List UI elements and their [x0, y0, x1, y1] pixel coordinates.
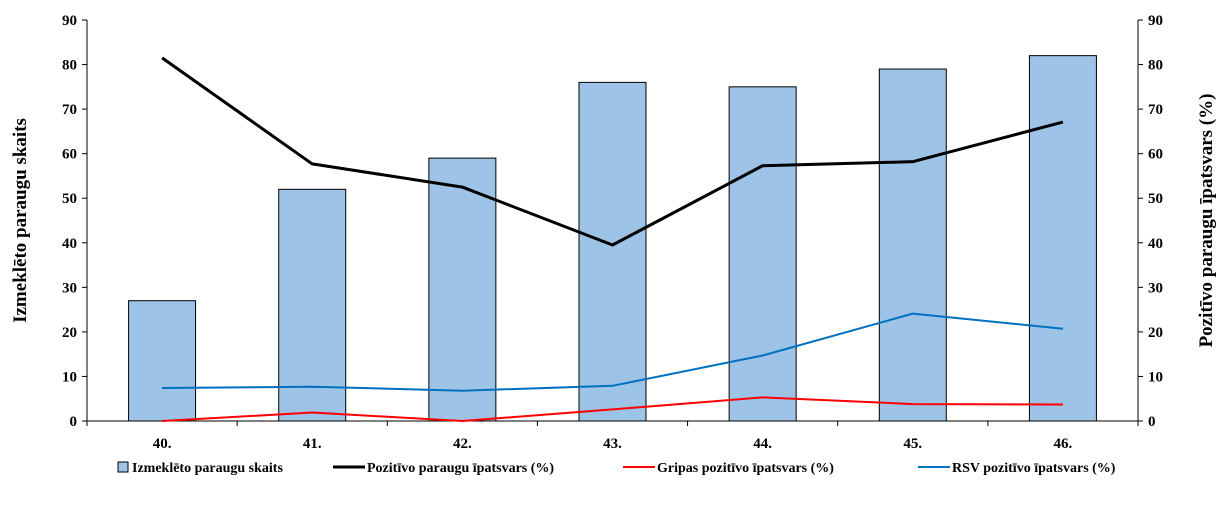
bar-44 — [728, 86, 797, 422]
legend-label: Gripas pozitīvo īpatsvars (%) — [657, 461, 834, 476]
legend-label: Pozitīvo paraugu īpatsvars (%) — [367, 461, 554, 476]
y2-tick-label: 50 — [1148, 191, 1163, 207]
bar-41 — [278, 188, 347, 422]
y-axis-title: Izmeklēto paraugu skaits — [10, 118, 31, 323]
y-tick-label: 20 — [62, 325, 77, 341]
x-tick-label: 41. — [303, 436, 322, 452]
y2-axis-title: Pozitīvo paraugu īpatsvars (%) — [1196, 94, 1217, 348]
y2-tick-label: 20 — [1148, 325, 1163, 341]
legend-label: Izmeklēto paraugu skaits — [132, 461, 283, 476]
y2-tick-label: 70 — [1148, 102, 1163, 118]
y2-tick-label: 60 — [1148, 147, 1163, 163]
line-series-2 — [162, 396, 1063, 422]
y-tick-label: 30 — [62, 280, 77, 296]
y2-tick-label: 30 — [1148, 280, 1163, 296]
x-tick-label: 42. — [453, 436, 472, 452]
x-tick-label: 46. — [1054, 436, 1073, 452]
y2-tick-label: 40 — [1148, 236, 1163, 252]
y-tick-label: 80 — [62, 58, 77, 74]
y-tick-label: 10 — [62, 369, 77, 385]
bar-42 — [428, 157, 497, 422]
y-tick-label: 50 — [62, 191, 77, 207]
y-tick-label: 40 — [62, 236, 77, 252]
y2-tick-label: 90 — [1148, 13, 1163, 29]
x-tick-label: 40. — [153, 436, 172, 452]
y-tick-label: 60 — [62, 147, 77, 163]
bar-46 — [1028, 55, 1097, 422]
x-tick-label: 43. — [603, 436, 622, 452]
bar-45 — [878, 68, 947, 422]
legend-swatch-bar — [117, 461, 129, 473]
bar-43 — [578, 81, 647, 422]
y-tick-label: 0 — [70, 414, 78, 430]
legend-label: RSV pozitīvo īpatsvars (%) — [952, 461, 1116, 476]
y2-tick-label: 10 — [1148, 369, 1163, 385]
x-tick-label: 45. — [903, 436, 922, 452]
line-series-1 — [161, 56, 1064, 247]
bar-40 — [128, 300, 197, 422]
y2-tick-label: 80 — [1148, 58, 1163, 74]
line-series-3 — [162, 312, 1064, 392]
y-tick-label: 90 — [62, 13, 77, 29]
y-tick-label: 70 — [62, 102, 77, 118]
x-tick-label: 44. — [753, 436, 772, 452]
y2-tick-label: 0 — [1148, 414, 1156, 430]
